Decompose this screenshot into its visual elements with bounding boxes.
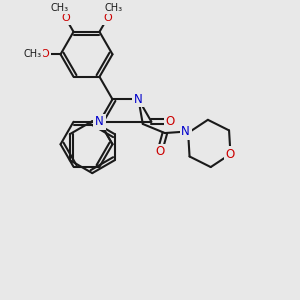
Text: O: O <box>226 148 235 160</box>
Text: O: O <box>155 145 164 158</box>
Text: O: O <box>166 115 175 128</box>
Text: O: O <box>61 13 70 23</box>
Text: CH₃: CH₃ <box>23 49 42 59</box>
Text: O: O <box>40 49 49 59</box>
Text: O: O <box>103 13 112 23</box>
Text: N: N <box>95 115 104 128</box>
Text: CH₃: CH₃ <box>50 3 69 13</box>
Text: N: N <box>181 125 190 138</box>
Text: N: N <box>134 93 143 106</box>
Text: CH₃: CH₃ <box>104 3 123 13</box>
